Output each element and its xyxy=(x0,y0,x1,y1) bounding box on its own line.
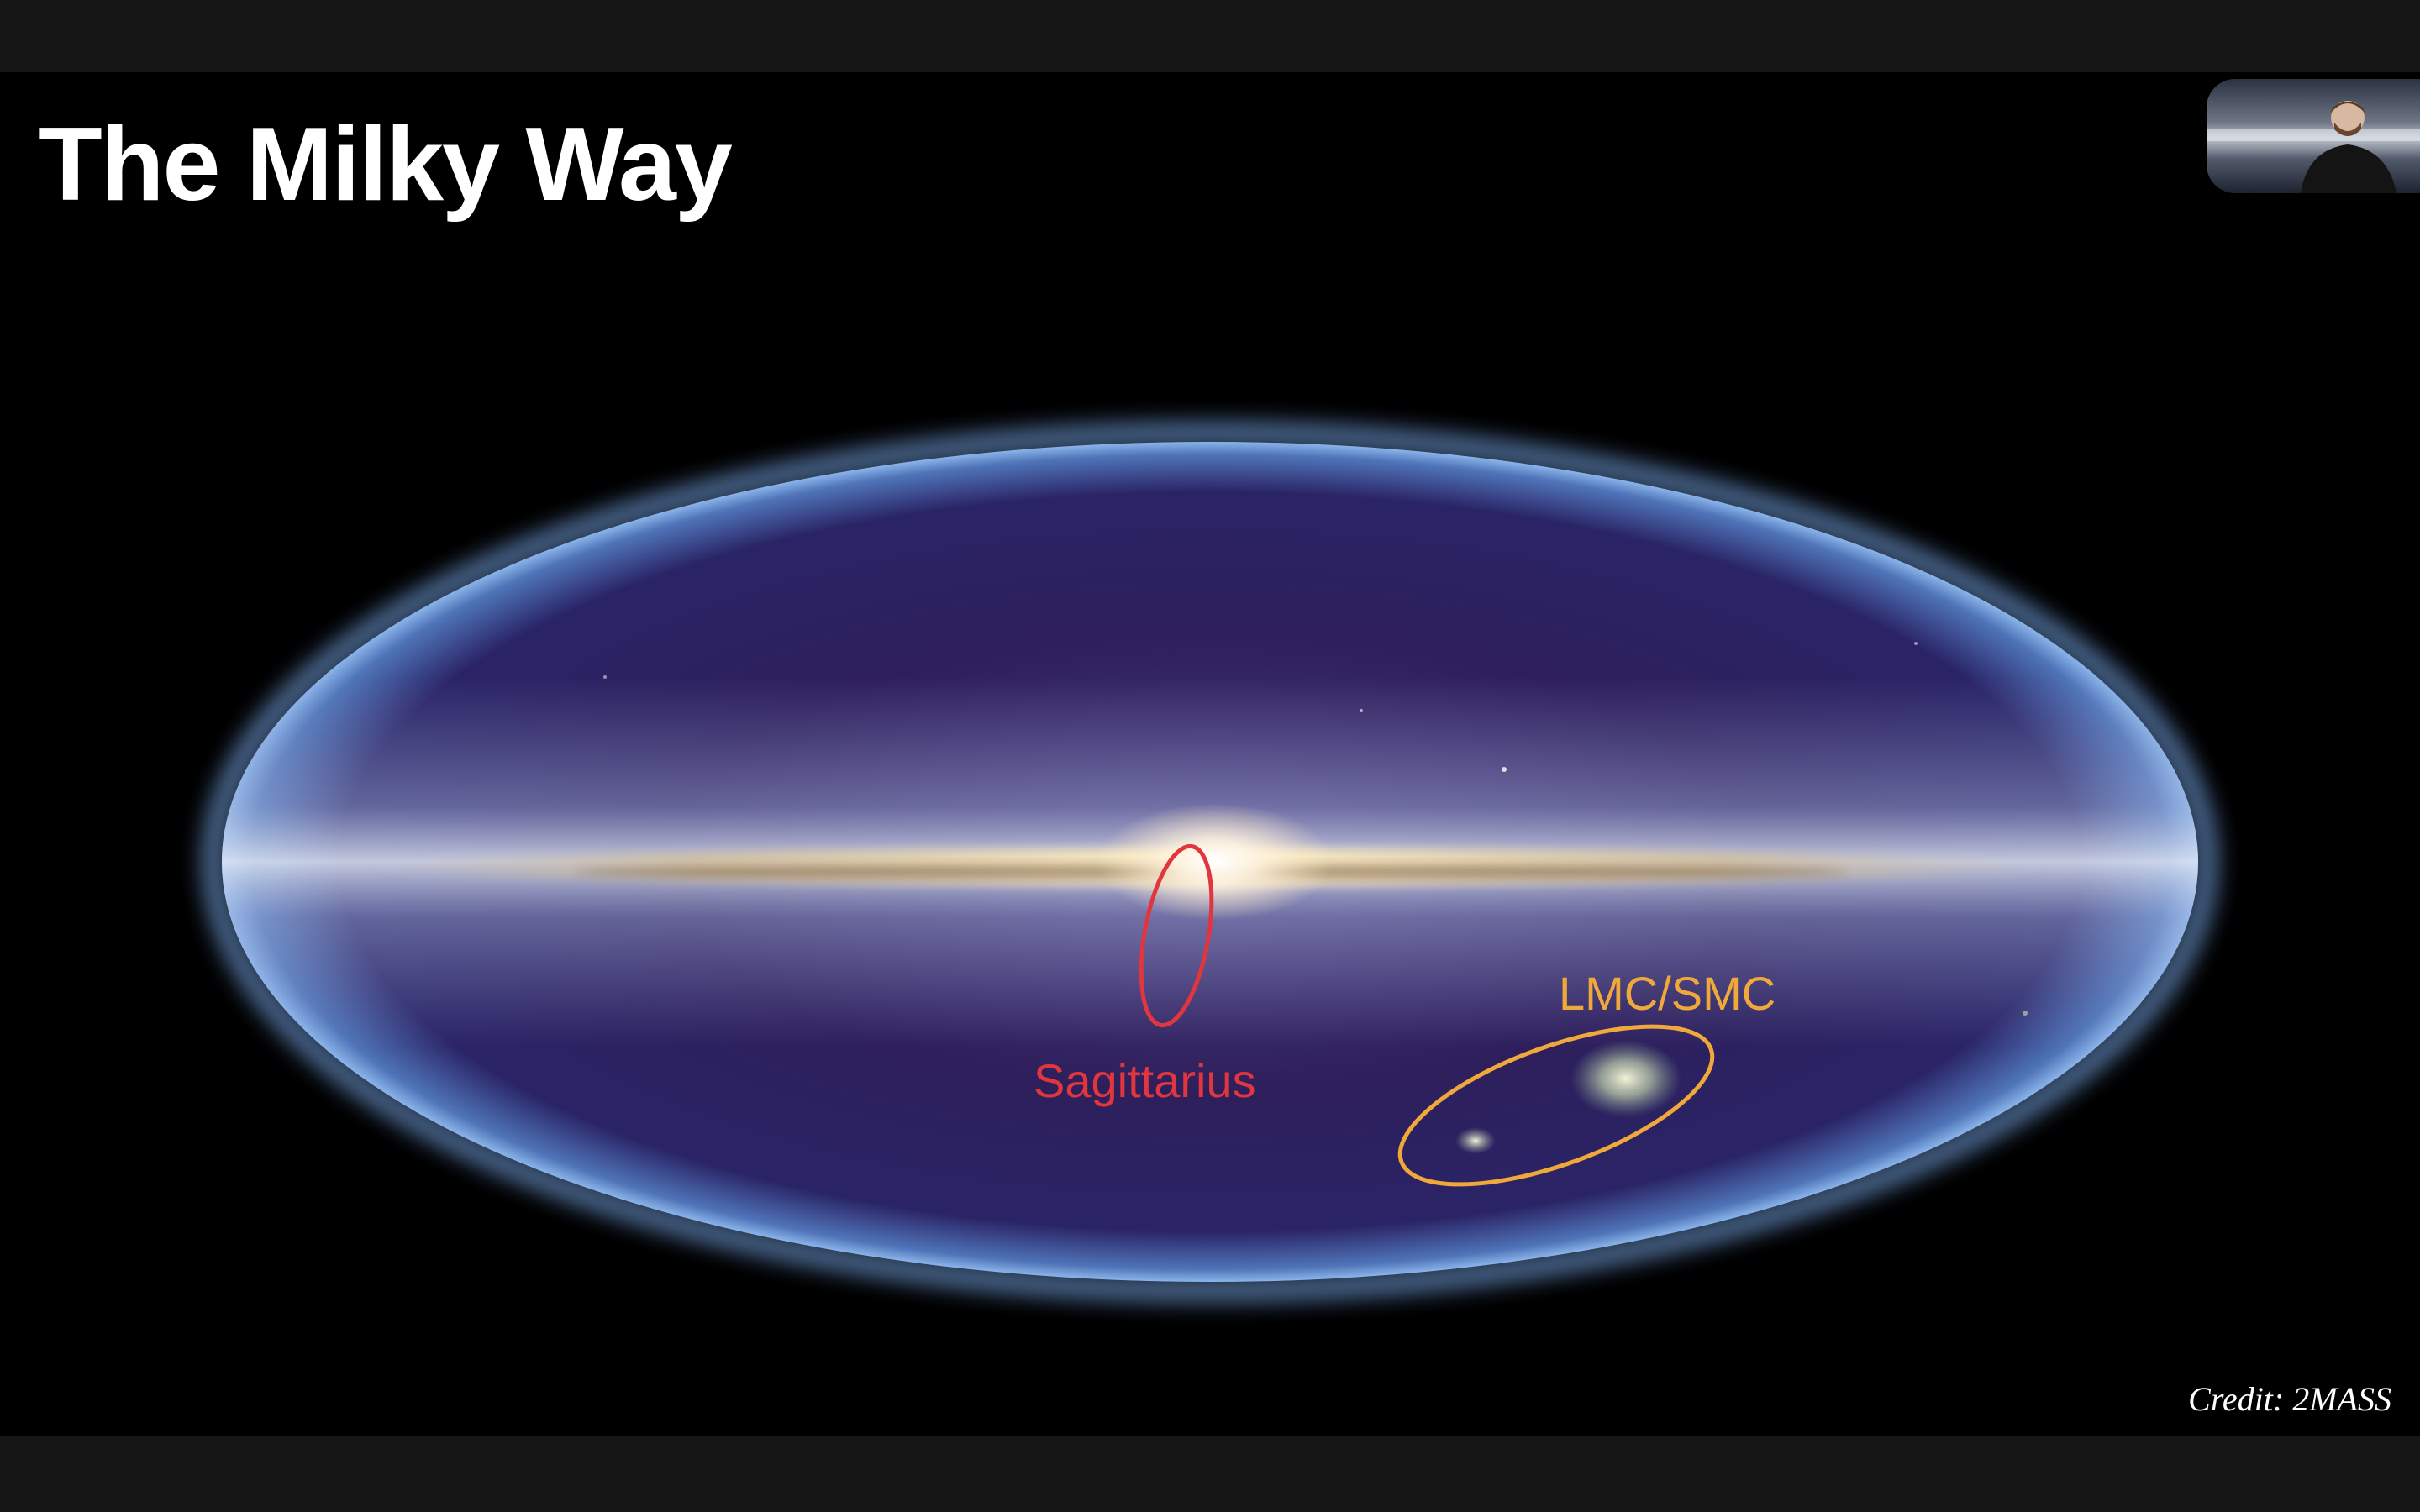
sagittarius-label: Sagittarius xyxy=(1034,1054,1256,1107)
smc-galaxy xyxy=(1455,1127,1496,1154)
lmc-galaxy xyxy=(1570,1040,1681,1117)
bottom-letterbox-bar xyxy=(0,1436,2420,1512)
sagittarius-outline xyxy=(1139,843,1214,1028)
image-credit: Credit: 2MASS xyxy=(2188,1380,2391,1418)
sky-outer-glow xyxy=(204,424,2216,1299)
slide: The Milky Way Sagittarius LMC/SMC Credit… xyxy=(0,72,2420,1436)
presenter-icon xyxy=(2207,101,2420,193)
galactic-bulge xyxy=(1097,803,1333,921)
top-letterbox-bar xyxy=(0,0,2420,72)
presenter-video-thumbnail[interactable] xyxy=(2207,79,2420,193)
all-sky-map-image xyxy=(204,424,2216,1299)
lmc-smc-label: LMC/SMC xyxy=(1559,967,1776,1020)
slide-title: The Milky Way xyxy=(39,107,733,223)
lmc-smc-outline xyxy=(1397,1024,1715,1187)
